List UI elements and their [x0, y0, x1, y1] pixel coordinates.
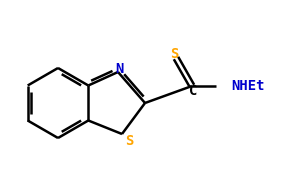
Text: N: N	[115, 62, 123, 76]
Text: C: C	[189, 84, 197, 98]
Text: S: S	[125, 134, 133, 148]
Text: S: S	[170, 47, 178, 61]
Text: NHEt: NHEt	[231, 79, 265, 93]
